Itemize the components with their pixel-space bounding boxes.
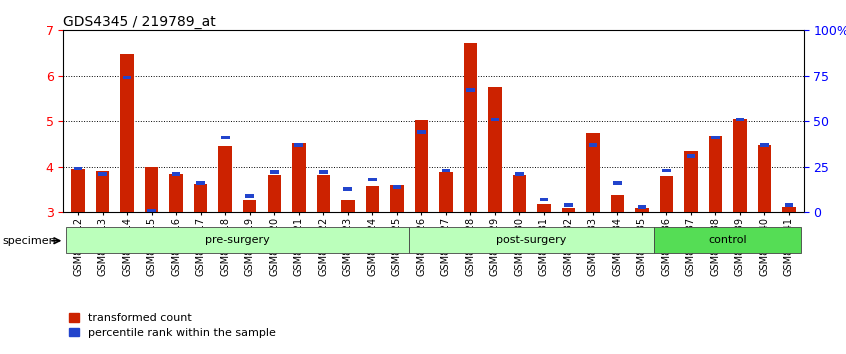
Bar — [292, 143, 305, 212]
Bar — [613, 181, 622, 185]
Bar — [562, 208, 575, 212]
Text: pre-surgery: pre-surgery — [205, 235, 270, 245]
Bar — [638, 205, 646, 209]
Bar — [341, 200, 354, 212]
Bar — [98, 172, 107, 176]
Text: GDS4345 / 219789_at: GDS4345 / 219789_at — [63, 15, 217, 29]
Bar — [611, 195, 624, 212]
Bar — [417, 130, 426, 134]
Bar — [221, 136, 229, 139]
Bar — [684, 151, 698, 212]
Bar — [415, 120, 428, 212]
Bar — [169, 174, 183, 212]
Bar — [466, 88, 475, 92]
Bar — [368, 178, 376, 181]
Legend: transformed count, percentile rank within the sample: transformed count, percentile rank withi… — [69, 313, 276, 338]
Bar — [71, 169, 85, 212]
Bar — [243, 200, 256, 212]
Bar — [172, 172, 180, 176]
Bar — [245, 194, 254, 198]
Bar — [439, 172, 453, 212]
Bar — [390, 185, 404, 212]
Bar — [96, 171, 109, 212]
Bar — [464, 43, 477, 212]
Bar — [687, 154, 695, 158]
Bar — [709, 136, 722, 212]
Bar — [711, 136, 720, 139]
Bar — [660, 176, 673, 212]
Bar — [488, 87, 502, 212]
Bar — [662, 169, 671, 172]
Bar — [635, 208, 649, 212]
Bar — [736, 118, 744, 121]
Bar — [319, 171, 327, 174]
Bar — [66, 227, 409, 253]
Bar — [654, 227, 801, 253]
Bar — [540, 198, 548, 201]
Bar — [123, 76, 131, 79]
Text: specimen: specimen — [3, 236, 57, 246]
Text: control: control — [708, 235, 747, 245]
Bar — [761, 143, 769, 147]
Bar — [409, 227, 654, 253]
Bar — [194, 184, 207, 212]
Bar — [783, 207, 796, 212]
Bar — [145, 167, 158, 212]
Bar — [586, 133, 600, 212]
Bar — [537, 204, 551, 212]
Bar — [74, 167, 82, 171]
Bar — [442, 169, 450, 172]
Bar — [343, 187, 352, 190]
Bar — [733, 119, 747, 212]
Bar — [589, 143, 597, 147]
Bar — [365, 186, 379, 212]
Bar — [147, 209, 156, 212]
Bar — [196, 181, 205, 185]
Bar — [564, 203, 573, 207]
Bar — [393, 185, 401, 189]
Text: post-surgery: post-surgery — [497, 235, 567, 245]
Bar — [491, 118, 499, 121]
Bar — [513, 175, 526, 212]
Bar — [515, 172, 524, 176]
Bar — [270, 171, 278, 174]
Bar — [294, 143, 303, 147]
Bar — [785, 203, 794, 207]
Bar — [267, 175, 281, 212]
Bar — [758, 145, 772, 212]
Bar — [120, 54, 134, 212]
Bar — [218, 146, 232, 212]
Bar — [316, 175, 330, 212]
